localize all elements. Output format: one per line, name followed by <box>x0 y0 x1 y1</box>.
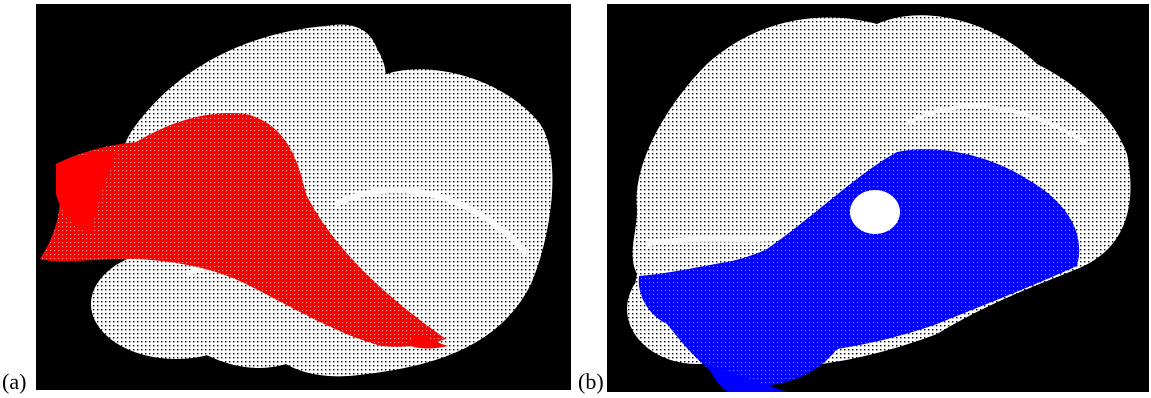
point-cloud-b <box>627 15 1131 392</box>
panel-a-label: (a) <box>2 369 27 394</box>
overlay-shape-a <box>40 113 448 349</box>
panel-b-image <box>607 4 1149 392</box>
model-shape-a <box>91 24 553 377</box>
panel-b-label: (b) <box>578 369 604 394</box>
point-cloud-a <box>40 24 553 377</box>
panel-a-image <box>36 4 571 390</box>
overlay-shape-b <box>638 149 1080 392</box>
